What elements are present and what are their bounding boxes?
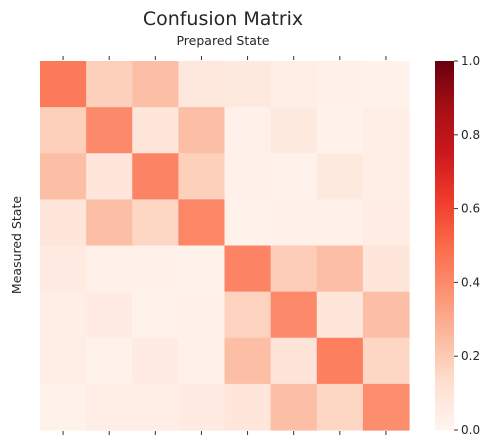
heatmap-cell-r3-c3 — [132, 153, 179, 200]
heatmap-cell-r5-c8 — [362, 245, 410, 293]
heatmap-cell-r8-c2 — [86, 383, 133, 431]
heatmap-cell-r5-c1 — [40, 245, 87, 293]
heatmap-cell-r3-c6 — [270, 153, 318, 200]
heatmap-cell-r8-c7 — [316, 383, 364, 431]
colorbar-tick-label-1: 0.0 — [461, 423, 480, 437]
heatmap-cell-r1-c7 — [316, 61, 364, 108]
heatmap-cell-r7-c4 — [178, 337, 226, 385]
heatmap-cell-r5-c6 — [270, 245, 318, 293]
heatmap-cell-r8-c3 — [132, 383, 179, 431]
heatmap-cells — [40, 61, 410, 431]
heatmap-cell-r6-c2 — [86, 291, 133, 339]
heatmap-cell-r4-c5 — [224, 199, 272, 247]
colorbar-tick-label-5: 0.8 — [461, 128, 480, 142]
heatmap-cell-r4-c4 — [178, 199, 226, 247]
heatmap-cell-r1-c1 — [40, 61, 87, 108]
chart-title: Confusion Matrix — [143, 8, 303, 30]
heatmap-cell-r6-c5 — [224, 291, 272, 339]
heatmap-cell-r7-c7 — [316, 337, 364, 385]
colorbar-tick-label-2: 0.2 — [461, 349, 480, 363]
heatmap-cell-r7-c6 — [270, 337, 318, 385]
heatmap-cell-r7-c5 — [224, 337, 272, 385]
heatmap-cell-r6-c4 — [178, 291, 226, 339]
heatmap-cell-r3-c7 — [316, 153, 364, 200]
colorbar-ticks: 0.0 0.2 0.4 0.6 0.8 1.0 — [454, 54, 480, 437]
heatmap-cell-r1-c2 — [86, 61, 133, 108]
heatmap-cell-r2-c5 — [224, 107, 272, 154]
heatmap-cell-r6-c1 — [40, 291, 87, 339]
colorbar-tick-label-6: 1.0 — [461, 54, 480, 68]
heatmap-cell-r8-c8 — [362, 383, 410, 431]
colorbar — [435, 61, 454, 430]
heatmap-cell-r3-c4 — [178, 153, 226, 200]
heatmap-cell-r7-c2 — [86, 337, 133, 385]
heatmap-cell-r3-c1 — [40, 153, 87, 200]
heatmap-cell-r6-c3 — [132, 291, 179, 339]
heatmap-cell-r6-c8 — [362, 291, 410, 339]
heatmap-cell-r5-c3 — [132, 245, 179, 293]
x-axis-ticks — [62, 56, 387, 435]
heatmap-cell-r3-c5 — [224, 153, 272, 200]
y-axis-label: Measured State — [9, 196, 24, 294]
heatmap-cell-r2-c1 — [40, 107, 87, 154]
heatmap-cell-r4-c7 — [316, 199, 364, 247]
heatmap-cell-r4-c6 — [270, 199, 318, 247]
heatmap-cell-r7-c3 — [132, 337, 179, 385]
heatmap-cell-r8-c6 — [270, 383, 318, 431]
heatmap-cell-r1-c4 — [178, 61, 226, 108]
heatmap-cell-r3-c2 — [86, 153, 133, 200]
heatmap-cell-r5-c4 — [178, 245, 226, 293]
heatmap-cell-r1-c6 — [270, 61, 318, 108]
heatmap-cell-r8-c4 — [178, 383, 226, 431]
heatmap-cell-r1-c3 — [132, 61, 179, 108]
heatmap-cell-r5-c5 — [224, 245, 272, 293]
heatmap-cell-r7-c1 — [40, 337, 87, 385]
heatmap-cell-r2-c8 — [362, 107, 410, 154]
colorbar-tick-label-3: 0.4 — [461, 275, 480, 289]
heatmap-cell-r2-c4 — [178, 107, 226, 154]
heatmap-cell-r2-c6 — [270, 107, 318, 154]
heatmap-cell-r8-c5 — [224, 383, 272, 431]
heatmap-cell-r2-c3 — [132, 107, 179, 154]
heatmap-cell-r4-c2 — [86, 199, 133, 247]
heatmap-cell-r1-c5 — [224, 61, 272, 108]
heatmap-cell-r2-c2 — [86, 107, 133, 154]
heatmap-cell-r1-c8 — [362, 61, 410, 108]
heatmap-cell-r6-c7 — [316, 291, 364, 339]
heatmap-cell-r4-c8 — [362, 199, 410, 247]
heatmap-cell-r5-c7 — [316, 245, 364, 293]
heatmap-cell-r8-c1 — [40, 383, 87, 431]
x-axis-label: Prepared State — [176, 33, 269, 48]
heatmap-cell-r6-c6 — [270, 291, 318, 339]
heatmap-cell-r4-c1 — [40, 199, 87, 247]
heatmap-cell-r3-c8 — [362, 153, 410, 200]
heatmap-cell-r2-c7 — [316, 107, 364, 154]
colorbar-tick-label-4: 0.6 — [461, 202, 480, 216]
heatmap-cell-r4-c3 — [132, 199, 179, 247]
heatmap-cell-r7-c8 — [362, 337, 410, 385]
heatmap-cell-r5-c2 — [86, 245, 133, 293]
